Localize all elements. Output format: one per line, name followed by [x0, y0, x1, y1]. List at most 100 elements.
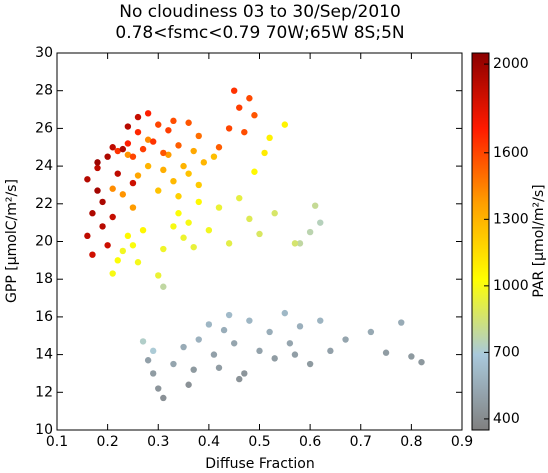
point: [180, 162, 187, 170]
colorbar-cell: [472, 279, 489, 281]
colorbar-cell: [472, 169, 489, 171]
colorbar-cell: [472, 418, 489, 420]
point: [266, 328, 273, 336]
point: [230, 87, 238, 94]
colorbar-cell: [472, 343, 489, 345]
point: [195, 336, 202, 343]
colorbar-cell: [472, 133, 489, 135]
y-tick-label: 10: [35, 422, 53, 438]
colorbar-cell: [472, 154, 489, 156]
point: [160, 166, 167, 174]
point: [134, 113, 142, 121]
colorbar-cell: [472, 215, 489, 217]
point: [296, 240, 304, 247]
colorbar-cell: [472, 286, 489, 288]
point: [170, 223, 177, 230]
point: [256, 347, 263, 355]
colorbar-cell: [472, 340, 489, 342]
colorbar-cell: [472, 93, 489, 95]
colorbar-cell: [472, 273, 489, 275]
point: [94, 187, 101, 194]
point: [210, 153, 218, 160]
colorbar-cell: [472, 247, 489, 249]
point: [94, 159, 101, 166]
colorbar-cell: [472, 217, 489, 219]
colorbar-cell: [472, 111, 489, 113]
point: [271, 210, 278, 217]
colorbar-cell: [472, 412, 489, 414]
colorbar-cell: [472, 223, 489, 225]
colorbar-cell: [472, 104, 489, 106]
colorbar-cell: [472, 354, 489, 356]
colorbar-cell: [472, 383, 489, 385]
colorbar-cell: [472, 61, 489, 63]
colorbar-cell: [472, 307, 489, 309]
colorbar-cell: [472, 421, 489, 423]
colorbar-cell: [472, 419, 489, 421]
colorbar-cell: [472, 76, 489, 78]
point: [94, 164, 101, 172]
point: [180, 234, 187, 241]
colorbar-cell: [472, 73, 489, 75]
colorbar-cell: [472, 85, 489, 87]
colorbar-cell: [472, 298, 489, 300]
colorbar-cell: [472, 359, 489, 361]
colorbar-cell: [472, 281, 489, 283]
colorbar-cell: [472, 91, 489, 93]
colorbar-cell: [472, 373, 489, 375]
point: [109, 270, 116, 277]
y-tick-label: 12: [35, 384, 53, 400]
colorbar-cell: [472, 141, 489, 143]
point: [281, 309, 289, 317]
point: [236, 194, 243, 202]
colorbar-cell: [472, 134, 489, 136]
point: [210, 351, 218, 358]
colorbar-cell: [472, 393, 489, 395]
colorbar-cell: [472, 308, 489, 310]
colorbar-cell: [472, 363, 489, 365]
point: [261, 149, 268, 157]
colorbar-cell: [472, 285, 489, 287]
point: [291, 351, 299, 358]
colorbar-cell: [472, 229, 489, 231]
colorbar-tick-label: 1600: [493, 145, 529, 161]
x-tick-label: 0.9: [451, 434, 473, 450]
colorbar-cell: [472, 82, 489, 84]
colorbar-cell: [472, 304, 489, 306]
colorbar-cell: [472, 321, 489, 323]
colorbar-cell: [472, 403, 489, 405]
point: [215, 364, 223, 371]
colorbar-cell: [472, 160, 489, 162]
colorbar-cell: [472, 310, 489, 312]
colorbar-tick-label: 1300: [493, 211, 529, 227]
colorbar-cell: [472, 407, 489, 409]
point: [84, 176, 91, 183]
point: [109, 213, 116, 221]
colorbar-cell: [472, 188, 489, 190]
colorbar-cell: [472, 371, 489, 373]
colorbar-cell: [472, 248, 489, 250]
colorbar-cell: [472, 95, 489, 97]
colorbar-cell: [472, 291, 489, 293]
colorbar-cell: [472, 57, 489, 59]
point: [170, 117, 177, 125]
colorbar-cell: [472, 200, 489, 202]
colorbar-cell: [472, 125, 489, 127]
point: [185, 119, 192, 126]
colorbar-cell: [472, 209, 489, 211]
colorbar-cell: [472, 267, 489, 269]
colorbar-cell: [472, 241, 489, 243]
colorbar-tick-label: 2000: [493, 56, 529, 72]
colorbar-cell: [472, 404, 489, 406]
colorbar-cell: [472, 303, 489, 305]
x-tick-label: 0.2: [96, 434, 118, 450]
y-tick-label: 24: [35, 158, 53, 174]
point: [134, 172, 142, 179]
x-tick-label: 0.1: [46, 434, 68, 450]
colorbar-cell: [472, 295, 489, 297]
colorbar-cell: [472, 62, 489, 64]
colorbar-cell: [472, 396, 489, 398]
y-tick-label: 20: [35, 234, 53, 250]
colorbar-cell: [472, 249, 489, 251]
colorbar-cell: [472, 203, 489, 205]
